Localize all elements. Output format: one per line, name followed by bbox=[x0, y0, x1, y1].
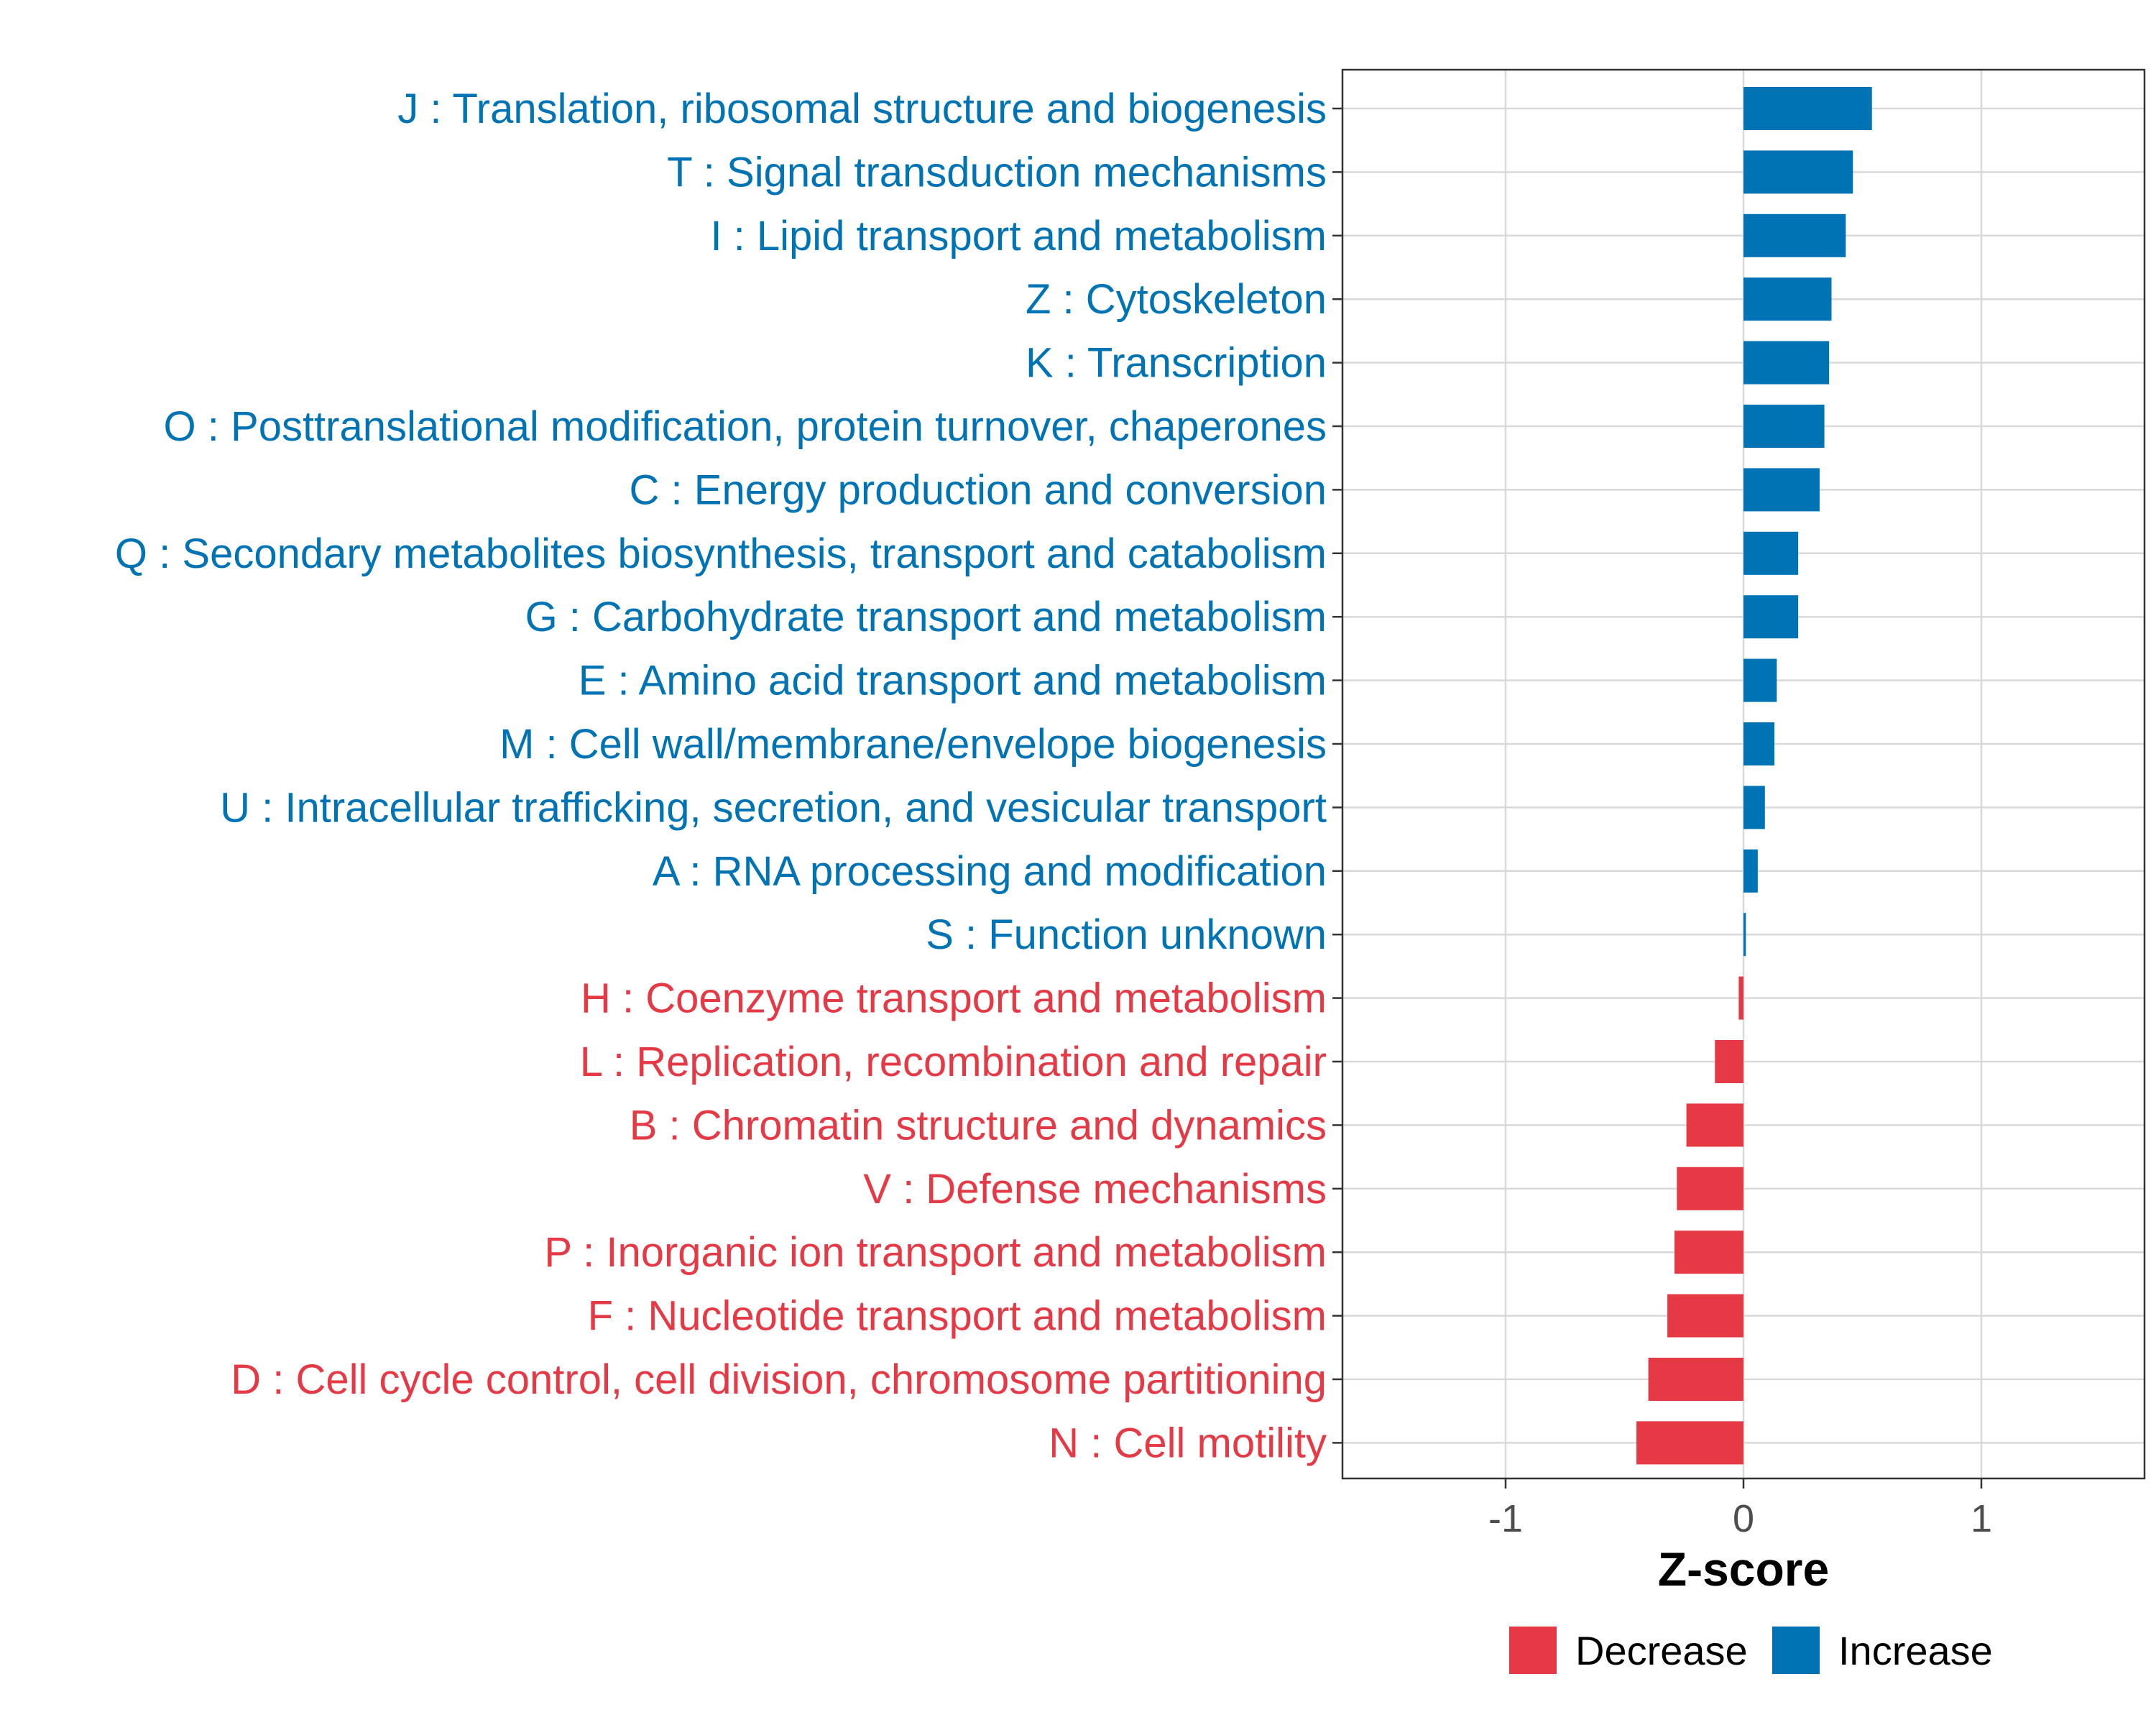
bar bbox=[1743, 213, 1846, 257]
bar bbox=[1743, 87, 1872, 130]
bar bbox=[1743, 595, 1799, 639]
bar bbox=[1636, 1421, 1743, 1465]
bar bbox=[1743, 277, 1832, 321]
legend-key-increase bbox=[1772, 1627, 1820, 1674]
bar bbox=[1738, 976, 1743, 1020]
bar bbox=[1648, 1358, 1743, 1401]
category-label: A : RNA processing and modification bbox=[653, 848, 1327, 895]
category-label: H : Coenzyme transport and metabolism bbox=[581, 975, 1327, 1022]
category-label: P : Inorganic ion transport and metaboli… bbox=[544, 1229, 1327, 1276]
x-tick-label: 0 bbox=[1733, 1497, 1754, 1540]
category-label: N : Cell motility bbox=[1049, 1420, 1327, 1466]
category-label: I : Lipid transport and metabolism bbox=[710, 213, 1327, 259]
category-label: U : Intracellular trafficking, secretion… bbox=[220, 784, 1327, 831]
bar bbox=[1743, 658, 1777, 702]
category-label: L : Replication, recombination and repai… bbox=[580, 1039, 1327, 1085]
category-label: Z : Cytoskeleton bbox=[1026, 276, 1327, 323]
category-label: S : Function unknown bbox=[926, 911, 1327, 958]
category-label: T : Signal transduction mechanisms bbox=[667, 149, 1327, 196]
bar bbox=[1743, 531, 1799, 575]
x-axis-ticks: -1 0 1 bbox=[1488, 1478, 1992, 1540]
category-label: F : Nucleotide transport and metabolism bbox=[588, 1293, 1327, 1340]
category-label: M : Cell wall/membrane/envelope biogenes… bbox=[499, 721, 1327, 768]
bar bbox=[1743, 849, 1758, 893]
bar bbox=[1743, 150, 1853, 194]
bar bbox=[1674, 1230, 1743, 1274]
category-label: B : Chromatin structure and dynamics bbox=[630, 1102, 1327, 1149]
category-label: D : Cell cycle control, cell division, c… bbox=[231, 1356, 1327, 1403]
category-label: J : Translation, ribosomal structure and… bbox=[397, 86, 1327, 132]
bar bbox=[1743, 722, 1775, 765]
bars bbox=[1636, 87, 1872, 1465]
x-axis-title: Z-score bbox=[1658, 1542, 1829, 1596]
bar bbox=[1715, 1040, 1743, 1083]
category-label: K : Transcription bbox=[1026, 340, 1327, 387]
bar bbox=[1686, 1103, 1743, 1147]
category-label: O : Posttranslational modification, prot… bbox=[164, 403, 1327, 450]
bar bbox=[1743, 405, 1825, 448]
bar bbox=[1743, 468, 1820, 512]
category-label: V : Defense mechanisms bbox=[863, 1166, 1327, 1213]
bar bbox=[1667, 1294, 1743, 1338]
category-label: G : Carbohydrate transport and metabolis… bbox=[525, 594, 1327, 640]
category-label: E : Amino acid transport and metabolism bbox=[579, 658, 1327, 704]
legend-label-decrease: Decrease bbox=[1575, 1628, 1748, 1673]
category-label: Q : Secondary metabolites biosynthesis, … bbox=[115, 530, 1327, 577]
bar bbox=[1743, 341, 1830, 385]
category-label: C : Energy production and conversion bbox=[630, 466, 1327, 513]
legend-label-increase: Increase bbox=[1838, 1628, 1993, 1673]
category-labels: J : Translation, ribosomal structure and… bbox=[115, 86, 1327, 1466]
legend: Decrease Increase bbox=[1509, 1627, 1993, 1674]
y-axis-ticks bbox=[1332, 107, 1342, 1444]
bar bbox=[1677, 1167, 1743, 1210]
x-tick-label: -1 bbox=[1488, 1497, 1523, 1540]
bar bbox=[1743, 913, 1746, 957]
legend-key-decrease bbox=[1509, 1627, 1557, 1674]
bar bbox=[1743, 786, 1765, 829]
x-tick-label: 1 bbox=[1971, 1497, 1992, 1540]
